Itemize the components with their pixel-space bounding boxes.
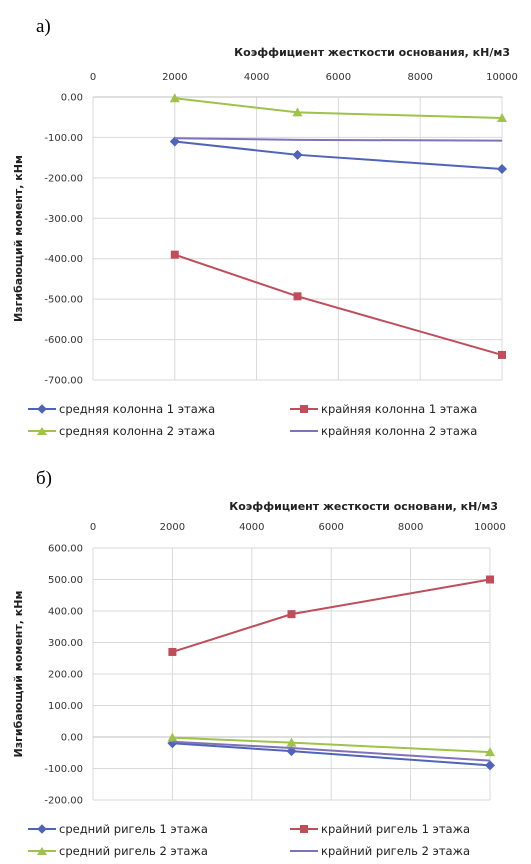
series-line <box>174 137 503 142</box>
y-tick-label: -200.00 <box>44 796 83 807</box>
data-point <box>497 163 507 174</box>
y-tick-label: 500.00 <box>48 575 83 586</box>
legend-label: средний ригель 2 этажа <box>59 844 208 858</box>
data-point <box>292 149 303 160</box>
y-tick-label: 0.00 <box>61 93 83 104</box>
legend-swatch <box>28 425 56 437</box>
legend-item: крайняя колонна 2 этажа <box>290 424 477 438</box>
x-tick-label: 10000 <box>486 72 518 83</box>
x-tick-label: 0 <box>90 72 96 83</box>
y-axis-title: Изгибающий момент, кНм <box>12 591 25 758</box>
series-line <box>172 578 491 653</box>
x-tick-label: 4000 <box>239 522 264 533</box>
legend-label: крайняя колонна 1 этажа <box>321 402 478 416</box>
chart-a: 0 2000 4000 6000 8000 10000 0.00 -100.00 -200.00… <box>12 46 518 387</box>
legend-label: средний ригель 1 этажа <box>59 822 208 836</box>
data-point <box>167 732 178 742</box>
x-tick-label: 8000 <box>407 72 432 83</box>
legend-label: средняя колонна 2 этажа <box>59 424 216 438</box>
data-point <box>293 292 302 301</box>
legend-item: крайняя колонна 1 этажа <box>290 402 477 416</box>
data-point <box>485 747 495 757</box>
panel-b-label: б) <box>36 468 52 489</box>
y-tick-label: -700.00 <box>44 376 83 387</box>
legend-label: средняя колонна 1 этажа <box>59 402 216 416</box>
y-tick-label: -600.00 <box>44 335 83 346</box>
x-tick-label: 10000 <box>474 522 506 533</box>
series-line <box>172 736 491 754</box>
y-tick-label: 300.00 <box>48 638 83 649</box>
x-axis-title: Коэффициент жесткости основани, кН/м3 <box>229 500 498 513</box>
y-tick-label: 100.00 <box>48 701 83 712</box>
legend-item: средний ригель 1 этажа <box>28 822 208 836</box>
legend-item: крайний ригель 2 этажа <box>290 844 470 858</box>
data-point <box>167 738 178 749</box>
x-tick-label: 4000 <box>244 72 269 83</box>
legend-swatch <box>28 403 56 415</box>
data-point <box>497 113 507 123</box>
x-tick-label: 2000 <box>162 72 187 83</box>
y-tick-label: -400.00 <box>44 254 83 265</box>
y-tick-label: 0.00 <box>61 733 83 744</box>
y-tick-label: -100.00 <box>44 764 83 775</box>
legend-label: крайний ригель 1 этажа <box>321 822 471 836</box>
data-point <box>485 760 495 771</box>
data-point <box>168 647 177 656</box>
data-point <box>486 575 494 584</box>
legend-item: средняя колонна 2 этажа <box>28 424 215 438</box>
panel-a-label: а) <box>36 16 51 37</box>
y-tick-label: -500.00 <box>44 295 83 306</box>
y-tick-label: -200.00 <box>44 173 83 184</box>
series-line <box>172 740 491 762</box>
data-point <box>286 746 297 757</box>
x-tick-label: 8000 <box>398 522 423 533</box>
data-point <box>286 737 297 747</box>
legend-item: средняя колонна 1 этажа <box>28 402 215 416</box>
y-axis-title: Изгибающий момент, кНм <box>12 155 25 322</box>
data-point <box>169 93 180 103</box>
legend-label: крайняя колонна 2 этажа <box>321 424 478 438</box>
legend-swatch <box>290 823 318 835</box>
x-tick-label: 2000 <box>160 522 185 533</box>
y-tick-label: -100.00 <box>44 133 83 144</box>
legend-item: крайний ригель 1 этажа <box>290 822 470 836</box>
y-tick-label: 200.00 <box>48 670 83 681</box>
x-tick-label: 6000 <box>318 522 343 533</box>
y-tick-label: -300.00 <box>44 214 83 225</box>
y-tick-label: 600.00 <box>48 544 83 555</box>
x-tick-label: 6000 <box>326 72 351 83</box>
y-tick-label: 400.00 <box>48 607 83 618</box>
data-point <box>292 107 303 117</box>
legend-swatch <box>28 823 56 835</box>
legend-swatch <box>28 845 56 857</box>
legend-a: средняя колонна 1 этажа крайняя колонна 1… <box>0 400 531 450</box>
x-axis-title: Коэффициент жесткости основания, кН/м3 <box>234 46 510 59</box>
legend-swatch <box>290 403 318 415</box>
series-line <box>172 742 491 767</box>
legend-item: средний ригель 2 этажа <box>28 844 208 858</box>
legend-swatch <box>290 845 318 857</box>
data-point <box>287 610 296 619</box>
data-point <box>498 350 506 359</box>
legend-b: средний ригель 1 этажа крайний ригель 1 э… <box>0 820 531 864</box>
legend-label: крайний ригель 2 этажа <box>321 844 471 858</box>
data-point <box>170 250 179 259</box>
legend-swatch <box>290 425 318 437</box>
x-tick-label: 0 <box>90 522 96 533</box>
